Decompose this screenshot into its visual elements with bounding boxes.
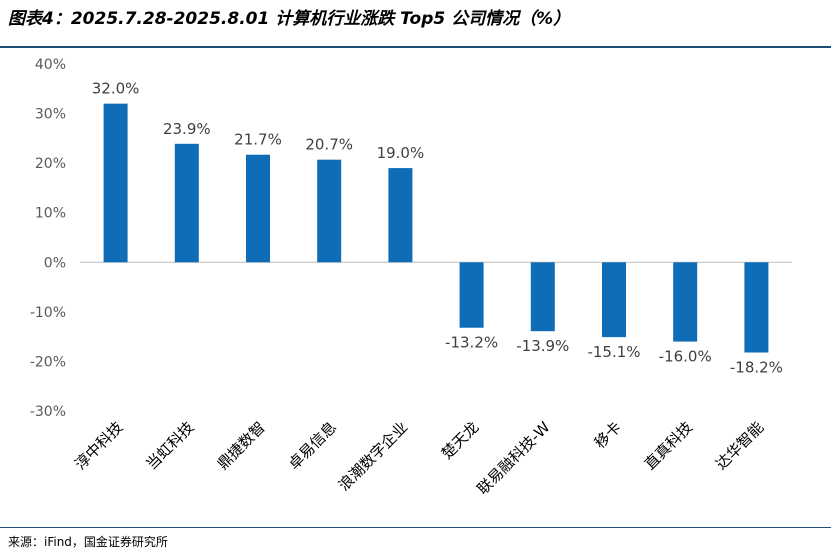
data-label: -18.2% [730,359,783,377]
y-tick-label: -30% [30,404,66,420]
data-label: 32.0% [92,80,140,98]
bar [673,262,698,342]
y-tick-label: -10% [30,305,66,321]
data-label: 19.0% [377,144,425,162]
data-label: -13.2% [445,334,498,352]
chart-title: 图表4：2025.7.28-2025.8.01 计算机行业涨跌 Top5 公司情… [8,9,571,29]
bar [530,262,555,332]
bar [602,262,626,338]
bar [459,262,484,328]
x-tick-label: 鼎捷数智 [214,418,269,473]
y-tick-label: 40% [35,57,66,73]
footer-divider [0,527,831,528]
source-note: 来源：iFind，国金证券研究所 [8,535,168,549]
bar [744,262,769,353]
y-tick-label: 30% [35,107,66,123]
y-axis: 40% 30% 20% 10% 0% -10% -20% -30% [30,57,792,420]
x-tick-label: 淳中科技 [71,418,126,473]
x-tick-label: 达华智能 [712,418,767,473]
bar [103,103,128,263]
y-tick-label: 20% [35,156,66,172]
x-tick-label: 移卡 [591,418,625,452]
data-label: -15.1% [587,343,640,361]
bar-chart: 40% 30% 20% 10% 0% -10% -20% -30% 32.0% 23.9% 21.… [30,57,792,498]
x-tick-label: 直真科技 [641,418,696,473]
x-tick-label: 卓易信息 [285,418,340,473]
data-label: -13.9% [516,337,569,355]
bar [246,154,270,263]
data-label: 23.9% [163,120,211,138]
data-label: 20.7% [305,136,353,154]
x-tick-label: 浪潮数字企业 [335,418,411,494]
y-tick-label: -20% [30,354,66,370]
bars [103,103,769,353]
y-tick-label: 0% [44,255,66,271]
bar [317,159,342,263]
data-label: -16.0% [659,348,712,366]
title-divider [0,46,831,48]
y-tick-label: 10% [35,206,66,222]
x-tick-label: 联易融科技-W [474,418,554,498]
bar [174,143,199,263]
bar [388,168,413,263]
x-tick-label: 当虹科技 [142,418,197,473]
data-label: 21.7% [234,131,282,149]
x-tick-label: 楚天龙 [438,418,483,463]
data-labels: 32.0% 23.9% 21.7% 20.7% 19.0% -13.2% -13.9% -15… [92,80,783,377]
